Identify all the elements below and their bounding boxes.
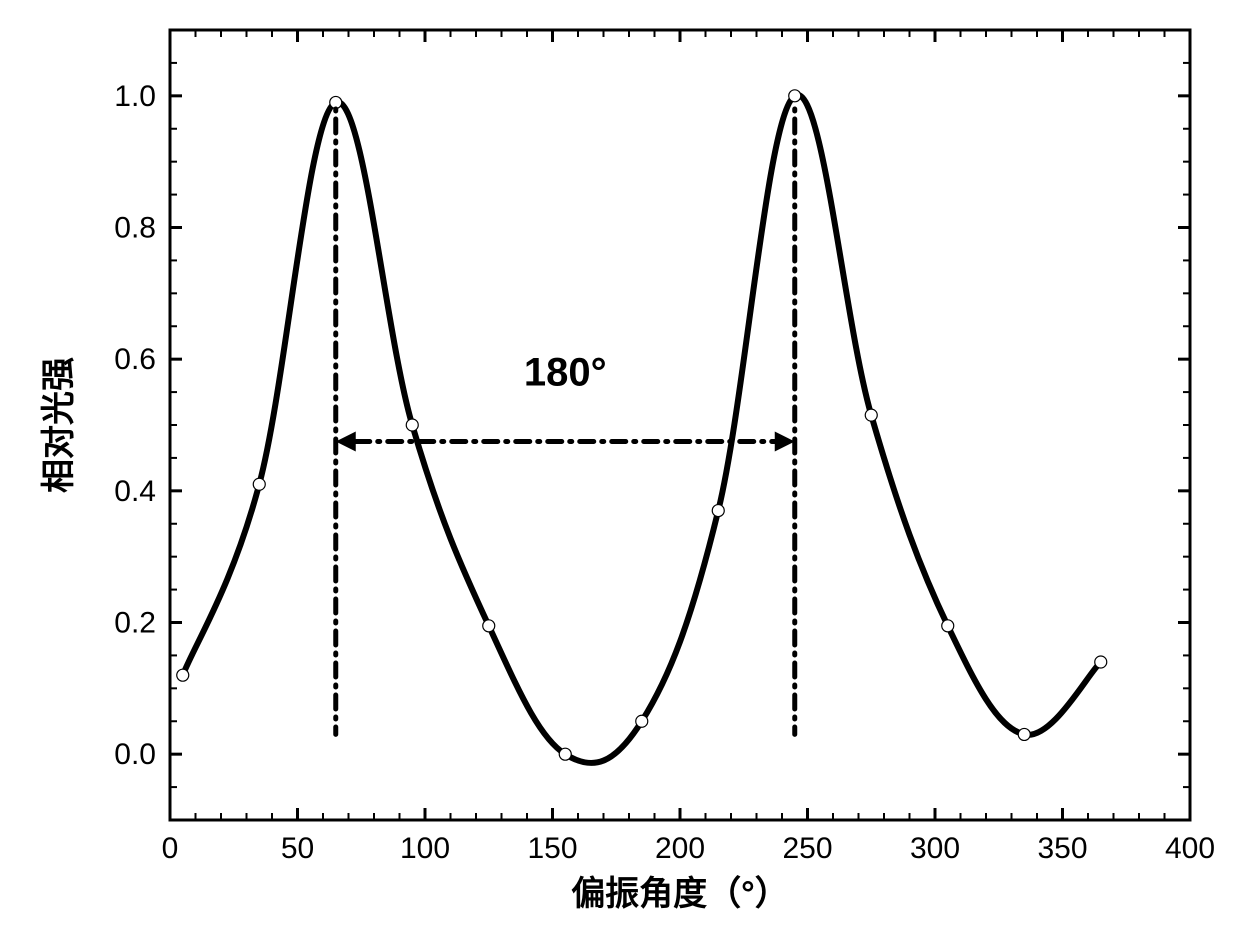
y-axis-label: 相对光强 (40, 357, 78, 493)
chart-background (0, 0, 1240, 929)
x-tick-label: 300 (910, 832, 960, 865)
x-tick-label: 0 (162, 832, 179, 865)
data-point (942, 620, 954, 632)
chart-container: 0 50 100 150 200 250 300 350 400 0.0 0.2 0.4 0.6 0.8 1… (0, 0, 1240, 929)
span-annotation: 180° (524, 351, 607, 395)
data-point (483, 620, 495, 632)
data-point (789, 90, 801, 102)
x-tick-label: 100 (400, 832, 450, 865)
data-point (712, 505, 724, 517)
data-point (177, 669, 189, 681)
data-point (559, 748, 571, 760)
x-tick-label: 250 (782, 832, 832, 865)
data-point (636, 715, 648, 727)
x-tick-label: 150 (527, 832, 577, 865)
y-tick-label: 0.6 (114, 343, 156, 376)
y-tick-label: 0.2 (114, 607, 156, 640)
data-point (865, 409, 877, 421)
data-point (1018, 728, 1030, 740)
polarization-intensity-chart: 0 50 100 150 200 250 300 350 400 0.0 0.2 0.4 0.6 0.8 1… (0, 0, 1240, 929)
data-point (1095, 656, 1107, 668)
y-tick-label: 0.8 (114, 212, 156, 245)
x-tick-label: 200 (655, 832, 705, 865)
x-tick-label: 350 (1037, 832, 1087, 865)
x-tick-label: 400 (1165, 832, 1215, 865)
data-point (253, 478, 265, 490)
y-tick-label: 1.0 (114, 80, 156, 113)
y-tick-label: 0.4 (114, 475, 156, 508)
x-tick-label: 50 (281, 832, 314, 865)
x-axis-label: 偏振角度（°） (571, 874, 789, 913)
y-tick-label: 0.0 (114, 738, 156, 771)
data-point (406, 419, 418, 431)
